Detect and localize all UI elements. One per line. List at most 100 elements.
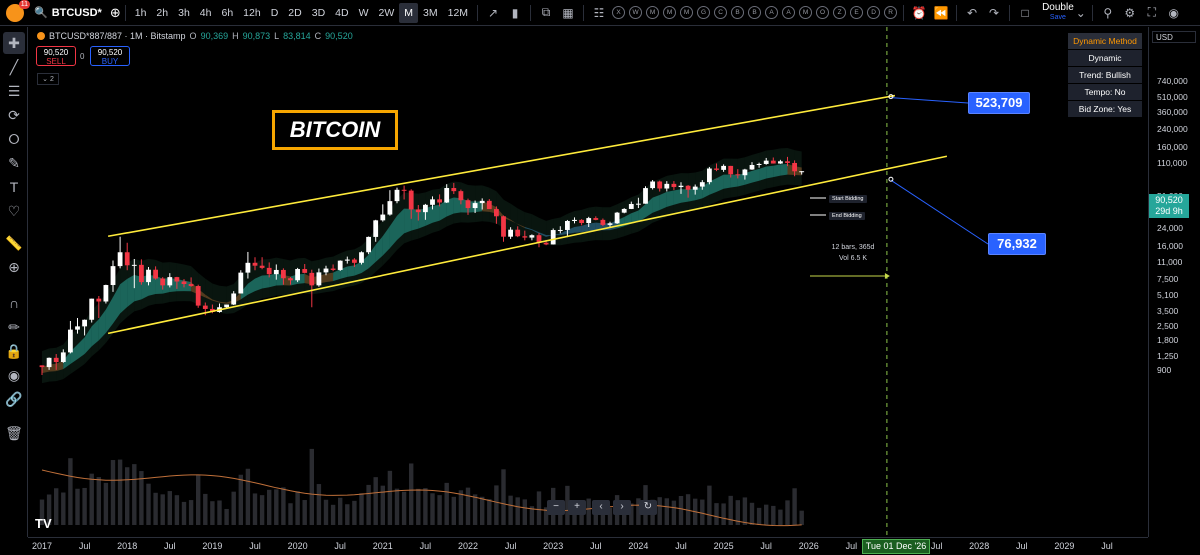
timeframe-2d[interactable]: 2D (288, 6, 302, 19)
undo-icon[interactable]: ↶ (967, 5, 978, 20)
anchor-point[interactable] (888, 94, 894, 100)
timeframe-3h[interactable]: 3h (178, 6, 190, 19)
timeframe-2w[interactable]: 2W (378, 6, 395, 19)
legend-title[interactable]: BTCUSD*887/887 · 1M · Bitstamp (49, 31, 186, 41)
ribbon-halo (184, 264, 192, 302)
compare-symbol-icon[interactable]: A (782, 6, 796, 19)
channel-lower-line[interactable] (107, 155, 948, 335)
ribbon-halo (723, 158, 731, 199)
price-axis[interactable]: 740,000 510,000 360,000 240,000 160,000 110,0… (1148, 27, 1200, 537)
settings-gear-icon[interactable]: ⚙ (1124, 5, 1136, 20)
compare-symbol-icon[interactable]: Z (833, 6, 847, 19)
reset-chart-button[interactable]: ↻ (639, 500, 657, 515)
scroll-left-button[interactable]: ‹ (592, 500, 610, 515)
trash-icon[interactable]: 🗑 (5, 424, 23, 441)
upper-target-callout[interactable]: 523,709 (968, 92, 1030, 114)
compare-symbol-icon[interactable]: B (748, 6, 762, 19)
snapshot-camera-icon[interactable]: ◉ (1168, 5, 1179, 20)
compare-symbol-icon[interactable]: M (680, 6, 694, 19)
quick-search-icon[interactable]: ⚲ (1103, 5, 1113, 20)
timeframe-3d[interactable]: 3D (311, 6, 326, 19)
compare-symbol-icon[interactable]: R (884, 6, 898, 19)
zoom-out-button[interactable]: − (547, 500, 565, 515)
favorites-heart-icon[interactable]: ♡ (7, 202, 21, 219)
layout-square-icon[interactable]: □ (1021, 5, 1029, 20)
indicator-trend-icon[interactable]: ↗ (488, 5, 499, 20)
timeframe-4h[interactable]: 4h (199, 6, 212, 19)
stay-drawing-icon[interactable]: ✏ (8, 318, 20, 335)
timeframe-m[interactable]: M (399, 2, 419, 23)
timeframe-2h[interactable]: 2h (156, 6, 169, 19)
scroll-right-button[interactable]: › (613, 500, 631, 515)
replay-icon[interactable]: ⏪ (933, 5, 949, 20)
timeframe-12h[interactable]: 12h (243, 6, 261, 19)
redo-icon[interactable]: ↷ (989, 5, 1000, 20)
candle-body (621, 208, 627, 213)
compare-symbol-icon[interactable]: W (629, 6, 643, 19)
compare-symbol-icon[interactable]: M (663, 6, 677, 19)
layout-grid-icon[interactable]: ☷ (593, 5, 605, 20)
zoom-in-button[interactable]: + (568, 500, 586, 515)
indicators-toggle[interactable]: ⌄ 2 (37, 73, 59, 85)
templates-icon[interactable]: ▦ (562, 5, 574, 20)
candle-body (281, 269, 286, 279)
compare-symbol-icon[interactable]: D (867, 6, 881, 19)
brush-icon[interactable]: ✎ (8, 154, 20, 171)
bitcoin-text-annotation[interactable]: BITCOIN (272, 110, 398, 150)
zoom-in-icon[interactable]: ⊕ (8, 258, 20, 275)
indicators-icon[interactable]: ⧉ (541, 5, 551, 19)
anchor-point[interactable] (888, 176, 894, 182)
timeframe-w[interactable]: W (358, 6, 369, 19)
timeframe-1h[interactable]: 1h (134, 6, 147, 19)
ribbon-segment (723, 174, 731, 189)
fib-tool-icon[interactable]: ☰ (7, 82, 21, 99)
compare-symbol-icon[interactable]: B (731, 6, 745, 19)
fullscreen-icon[interactable]: ⛶ (1147, 5, 1156, 19)
symbol-search[interactable]: 🔍 BTCUSD* ⊕ (34, 5, 121, 21)
forecast-tool-icon[interactable]: ⭘ (8, 130, 20, 147)
ribbon-halo (574, 209, 582, 243)
volume-bar (394, 488, 400, 525)
time-tick-label: 2029 (1054, 541, 1075, 551)
compare-add-icon[interactable]: ⊕ (109, 4, 121, 20)
compare-symbol-icon[interactable]: C (714, 6, 728, 19)
candle-body (146, 269, 151, 283)
trend-ribbon (42, 148, 802, 384)
layout-dropdown-icon[interactable]: ⌄ (1075, 5, 1086, 20)
volume-bar (316, 484, 322, 525)
compare-symbol-icon[interactable]: O (816, 6, 830, 19)
compare-symbol-icon[interactable]: A (765, 6, 779, 19)
timeframe-4d[interactable]: 4D (335, 6, 349, 19)
pattern-tool-icon[interactable]: ⟳ (8, 106, 20, 123)
time-tick-label: Jul (760, 541, 772, 551)
text-tool-icon[interactable]: T (9, 179, 19, 195)
compare-symbol-icon[interactable]: M (646, 6, 660, 19)
lower-target-callout[interactable]: 76,932 (988, 233, 1046, 255)
link-icon[interactable]: 🔗 (5, 390, 23, 407)
time-axis[interactable]: 2017 Jul 2018 Jul 2019 Jul 2020 Jul 2021 Jul 2022 J… (28, 537, 1148, 555)
timeframe-3m[interactable]: 3M (423, 6, 438, 19)
sell-button[interactable]: 90,520 SELL (36, 46, 76, 66)
candle-body (572, 219, 577, 222)
alert-add-icon[interactable]: ⏰ (911, 5, 927, 20)
ruler-icon[interactable]: 📏 (5, 234, 23, 251)
layout-save-button[interactable]: Double Save (1042, 2, 1074, 23)
currency-select[interactable]: USD (1152, 31, 1196, 43)
timeframe-12m[interactable]: 12M (447, 6, 469, 19)
visibility-eye-icon[interactable]: ◉ (7, 366, 21, 383)
channel-upper-line[interactable] (107, 94, 896, 238)
trend-line-icon[interactable]: ╱ (9, 58, 19, 75)
crosshair-icon[interactable]: ✚ (3, 32, 25, 54)
timeframe-d[interactable]: D (270, 6, 279, 19)
compare-symbol-icon[interactable]: M (799, 6, 813, 19)
user-avatar[interactable]: 11 (6, 0, 30, 22)
compare-symbol-icon[interactable]: E (850, 6, 864, 19)
compare-symbol-icon[interactable]: G (697, 6, 711, 19)
buy-button[interactable]: 90,520 BUY (90, 46, 130, 66)
candle-type-icon[interactable]: ▮ (511, 5, 519, 20)
magnet-icon[interactable]: ∩ (8, 295, 20, 311)
lock-icon[interactable]: 🔒 (5, 342, 23, 359)
compare-symbol-icon[interactable]: X (612, 6, 626, 19)
timeframe-6h[interactable]: 6h (221, 6, 234, 19)
